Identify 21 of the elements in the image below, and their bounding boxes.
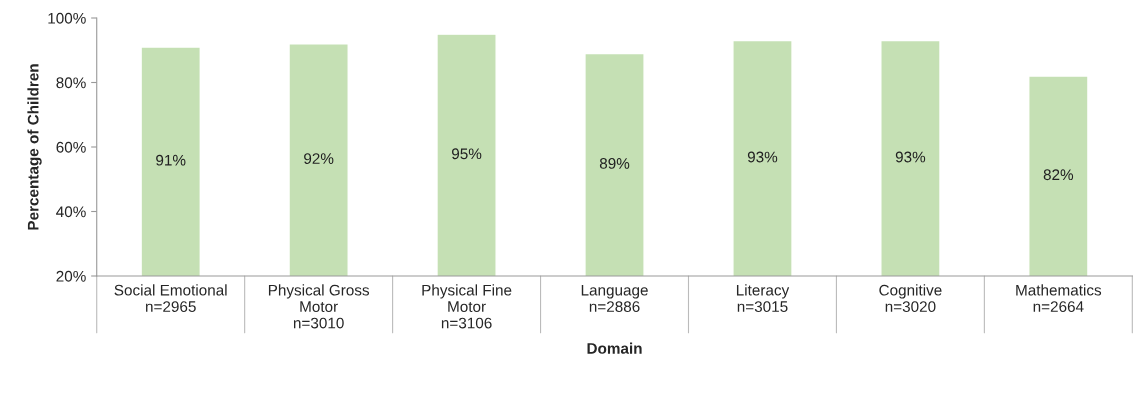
x-tick-label: Language n=2886 <box>581 284 648 313</box>
data-label: 82% <box>1043 169 1074 181</box>
y-axis-title: Percentage of Children <box>27 64 42 230</box>
y-tick-label: 100% <box>48 12 86 24</box>
y-tick-label: 20% <box>56 270 86 282</box>
data-label: 92% <box>304 153 334 164</box>
x-tick-label: Mathematics n=2664 <box>1016 284 1102 313</box>
y-tick-label: 60% <box>56 141 86 153</box>
x-tick-label: Cognitive n=3020 <box>879 284 942 313</box>
y-tick-label: 40% <box>56 206 86 218</box>
data-label: 91% <box>156 154 186 166</box>
y-tick-label: 80% <box>56 77 86 89</box>
data-label: 95% <box>452 148 482 160</box>
data-label: 89% <box>599 158 630 169</box>
x-tick-label: Physical Gross Motor n=3010 <box>268 284 370 329</box>
x-tick-label: Social Emotional n=2965 <box>114 284 227 313</box>
x-tick-label: Literacy n=3015 <box>736 284 790 313</box>
data-label: 93% <box>895 151 926 163</box>
data-label: 93% <box>747 151 778 163</box>
x-axis-title: Domain <box>587 342 642 354</box>
x-tick-label: Physical Fine Motor n=3106 <box>422 284 512 329</box>
